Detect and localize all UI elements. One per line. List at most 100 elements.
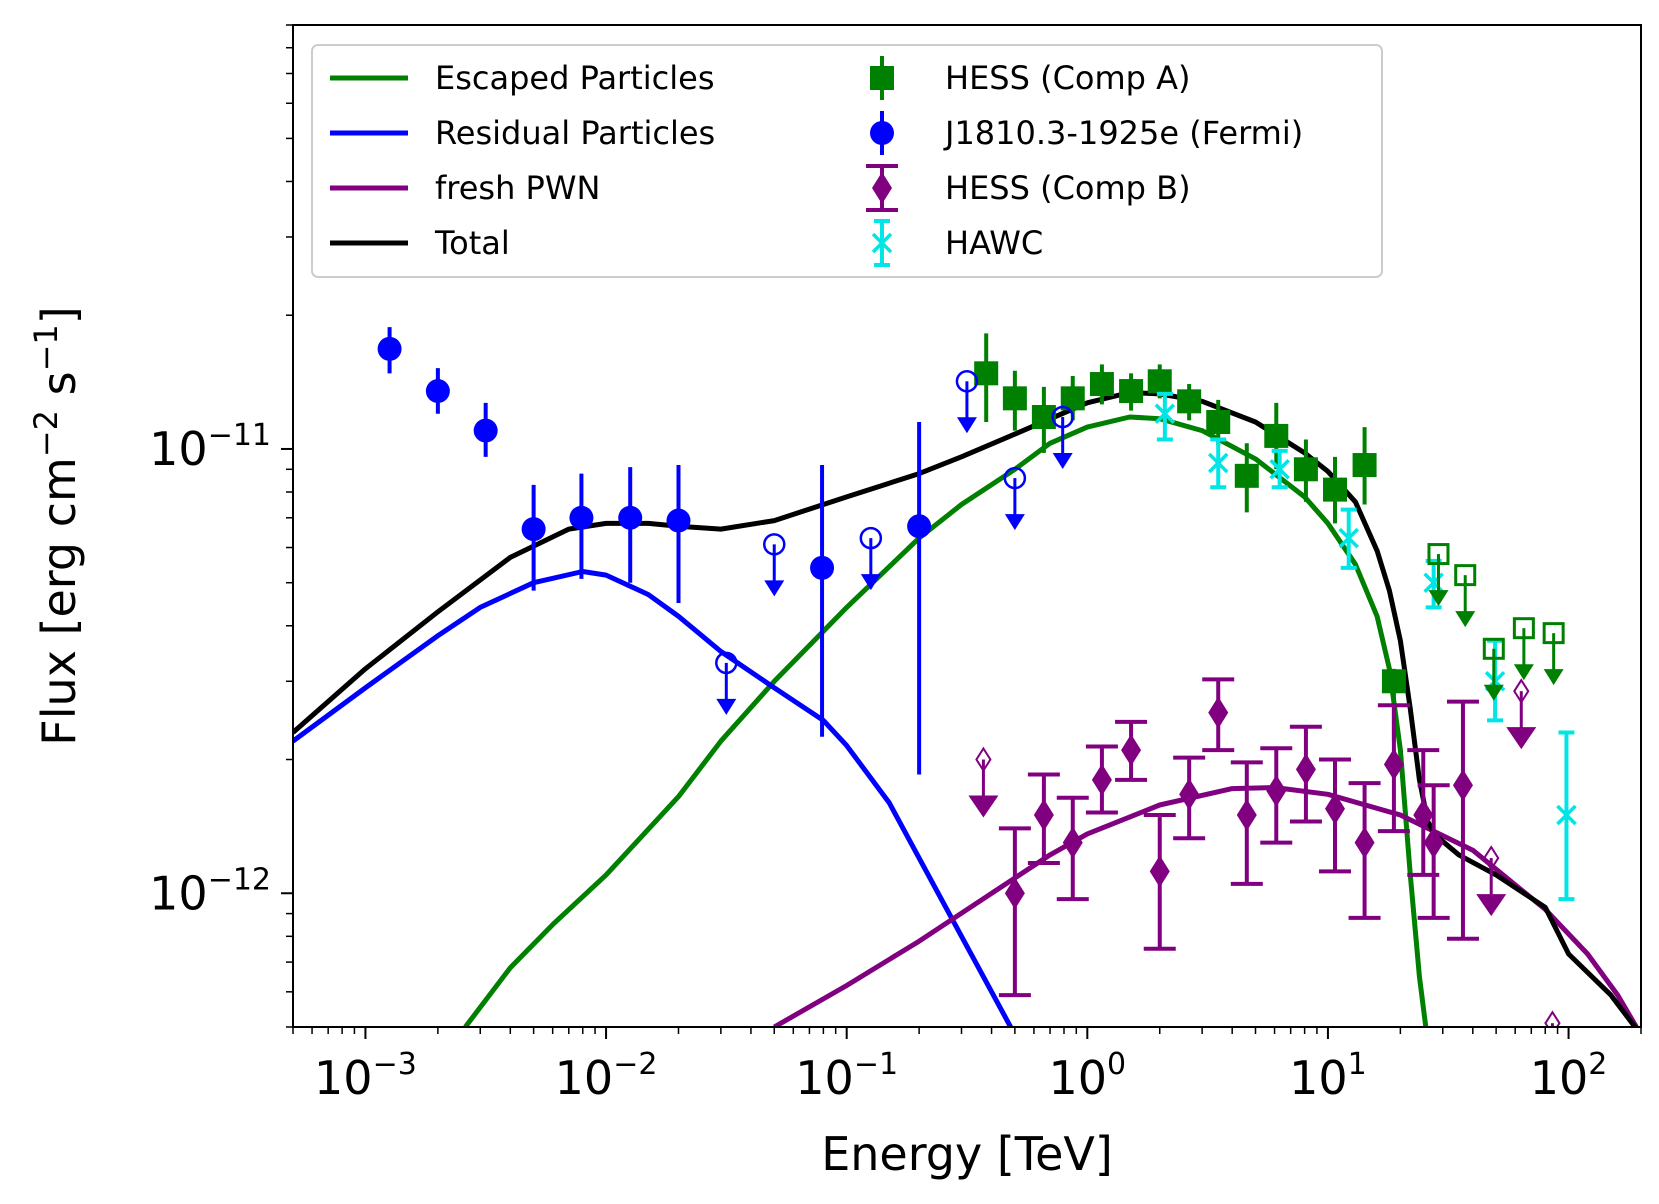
data-point — [1323, 456, 1348, 524]
data-point — [1154, 391, 1176, 442]
upper-limit — [1512, 617, 1535, 681]
x-tick-label: 101 — [1289, 1047, 1367, 1105]
data-point — [1417, 783, 1450, 920]
square-marker — [1293, 457, 1318, 482]
data-point — [473, 402, 498, 457]
data-point — [1319, 757, 1352, 874]
down-arrow-icon — [1543, 669, 1564, 686]
legend-entry: Residual Particles — [330, 114, 715, 152]
circle-open-marker — [859, 526, 883, 550]
square-open-marker — [1427, 543, 1450, 566]
diamond-open-marker — [975, 746, 992, 773]
diamond-marker — [1236, 799, 1257, 832]
legend: Escaped Particles Residual Particles fresh… — [311, 44, 1383, 278]
upper-limit — [1003, 466, 1027, 531]
data-point — [1264, 402, 1289, 470]
diamond-marker — [1413, 799, 1434, 832]
circle-marker — [666, 508, 691, 533]
square-marker — [1381, 669, 1406, 694]
legend-circle-marker — [870, 121, 894, 145]
x-tick-label: 10−1 — [795, 1047, 898, 1105]
data-point — [1031, 386, 1056, 453]
upper-limit — [1542, 622, 1565, 686]
diamond-marker — [1354, 826, 1375, 859]
legend-entry: Escaped Particles — [330, 59, 714, 97]
down-arrow-icon — [1476, 894, 1507, 917]
circle-marker — [810, 555, 835, 580]
x-tick-label: 100 — [1048, 1047, 1126, 1105]
legend-square-marker — [870, 66, 894, 90]
down-arrow-icon — [1004, 514, 1025, 531]
upper-limit — [1454, 564, 1477, 628]
circle-marker — [907, 514, 932, 539]
data-point — [1234, 443, 1259, 513]
upper-limit — [955, 370, 979, 434]
square-marker — [1002, 386, 1027, 411]
data-point — [1260, 746, 1293, 845]
data-point — [1407, 748, 1440, 877]
data-point — [998, 826, 1031, 998]
diamond-marker — [1295, 753, 1316, 786]
x-marker — [1556, 804, 1577, 826]
legend-box — [311, 44, 1383, 278]
diamond-marker — [1383, 748, 1404, 781]
data-point — [425, 368, 450, 414]
data-markers — [377, 327, 1577, 1027]
down-arrow-icon — [1506, 727, 1537, 750]
diamond-marker — [1179, 778, 1200, 811]
square-marker — [1147, 369, 1172, 394]
y-axis-label: Flux [erg cm−2 s−1] — [27, 306, 86, 745]
data-point — [1177, 384, 1202, 421]
curve-residual-particles — [293, 569, 1014, 1027]
down-arrow-icon — [764, 580, 785, 597]
down-arrow-icon — [716, 698, 737, 715]
diamond-marker — [1266, 774, 1287, 807]
y-label-part: ] — [32, 306, 86, 324]
y-label-exp: −2 — [27, 410, 65, 457]
circle-open-marker — [955, 370, 979, 393]
data-point — [1202, 677, 1235, 753]
circle-marker — [377, 336, 402, 361]
upper-limit — [968, 746, 999, 818]
data-point — [1027, 772, 1060, 865]
data-point — [1338, 507, 1359, 570]
legend-label: fresh PWN — [435, 169, 600, 207]
upper-limit — [1506, 678, 1537, 750]
diamond-marker — [1033, 799, 1054, 832]
legend-label: J1810.3-1925e (Fermi) — [943, 114, 1303, 152]
legend-entry: fresh PWN — [330, 169, 600, 207]
data-point — [810, 465, 835, 737]
data-point — [1119, 373, 1144, 411]
down-arrow-icon — [1483, 684, 1504, 701]
down-arrow-icon — [1513, 664, 1534, 681]
upper-limit — [715, 651, 738, 715]
x-tick-label: 102 — [1530, 1047, 1608, 1105]
data-point — [1207, 437, 1229, 490]
data-point — [569, 473, 594, 579]
upper-limit — [1544, 1010, 1561, 1027]
diamond-open-marker — [1544, 1010, 1561, 1027]
legend-entry: HESS (Comp B) — [866, 164, 1191, 212]
square-marker — [1119, 379, 1144, 404]
legend-entry: Total — [330, 224, 510, 262]
circle-marker — [569, 505, 594, 530]
data-point — [1269, 448, 1290, 490]
diamond-marker — [1004, 877, 1025, 910]
legend-diamond-marker — [872, 172, 892, 204]
x-marker — [1154, 403, 1176, 425]
curve-fresh-pwn — [773, 785, 1640, 1027]
legend-label: Total — [434, 224, 510, 262]
legend-label: Escaped Particles — [435, 59, 714, 97]
square-marker — [1234, 463, 1259, 488]
legend-entry: HESS (Comp A) — [870, 56, 1191, 100]
plot-frame — [292, 24, 1642, 1028]
data-point — [1293, 439, 1318, 502]
curve-escaped-particles — [463, 414, 1429, 1027]
circle-open-marker — [1003, 466, 1027, 490]
square-open-marker — [1454, 564, 1477, 587]
axis-ticks: 10−3 10−2 10−1 100 101 102 10−12 10−11 — [149, 24, 1642, 1105]
x-marker — [1207, 452, 1229, 474]
legend-x-marker — [871, 232, 893, 254]
data-point — [377, 327, 402, 374]
